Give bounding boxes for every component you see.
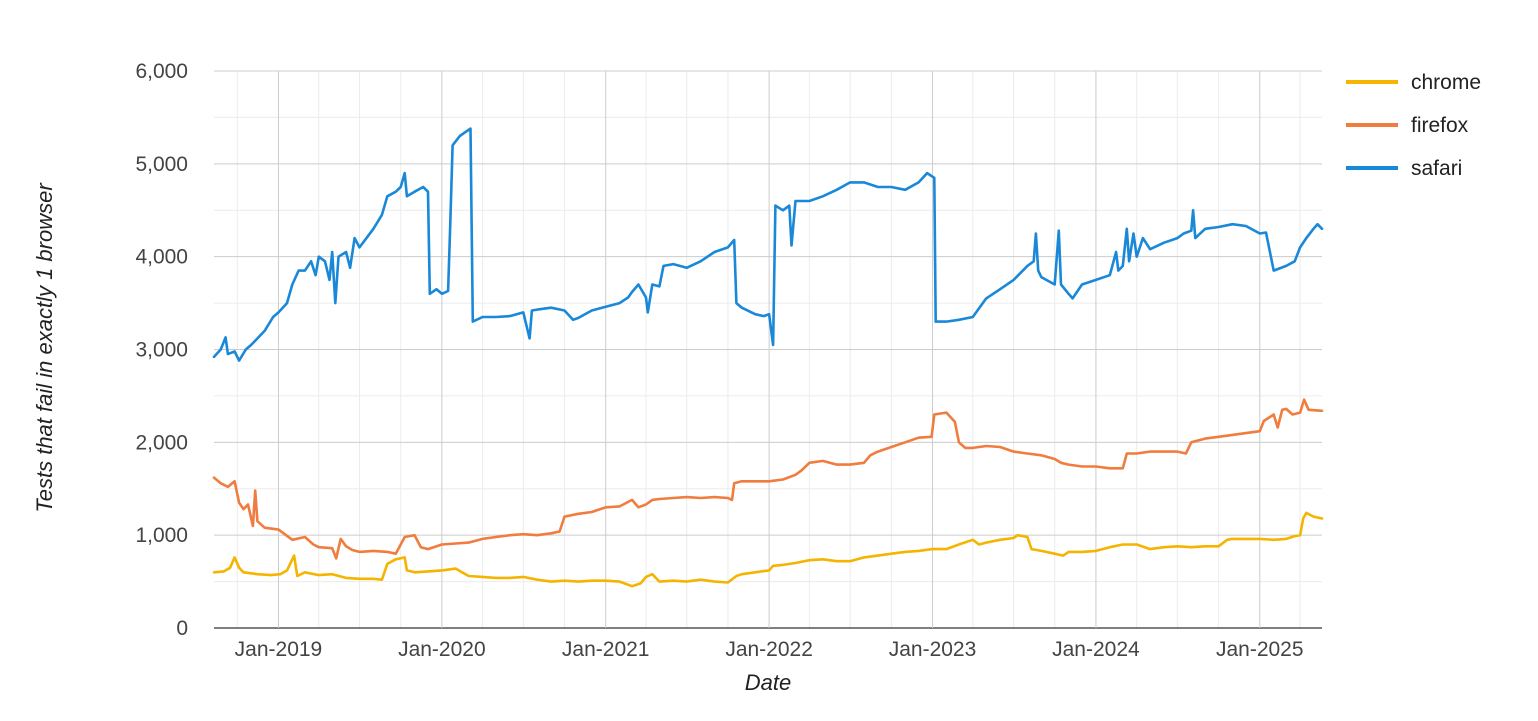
y-tick-label: 4,000 (135, 246, 188, 269)
x-tick-label: Jan-2025 (1216, 638, 1304, 661)
series-lines (212, 127, 1324, 588)
series-line-firefox (212, 398, 1324, 560)
x-tick-label: Jan-2024 (1052, 638, 1140, 661)
x-tick-label: Jan-2021 (562, 638, 650, 661)
legend-label-firefox: firefox (1411, 114, 1469, 137)
x-tick-label: Jan-2020 (398, 638, 486, 661)
x-tick-label: Jan-2019 (235, 638, 323, 661)
legend-label-safari: safari (1411, 157, 1462, 180)
x-axis-title: Date (745, 670, 791, 695)
y-tick-label: 5,000 (135, 153, 188, 176)
y-tick-label: 3,000 (135, 339, 188, 362)
y-tick-label: 0 (176, 617, 188, 640)
axes: 0 1,000 2,000 3,000 4,000 5,000 6,000 Jan-2019 J… (135, 60, 1303, 661)
y-tick-label: 2,000 (135, 431, 188, 454)
series-line-safari (212, 127, 1324, 362)
grid (214, 70, 1322, 629)
legend-label-chrome: chrome (1411, 71, 1481, 94)
legend: chrome firefox safari (1346, 71, 1481, 180)
y-axis-title: Tests that fail in exactly 1 browser (32, 182, 57, 513)
y-tick-label: 1,000 (135, 524, 188, 547)
x-tick-label: Jan-2023 (889, 638, 977, 661)
y-tick-label: 6,000 (135, 60, 188, 83)
x-tick-label: Jan-2022 (725, 638, 813, 661)
series-line-chrome (212, 511, 1324, 588)
